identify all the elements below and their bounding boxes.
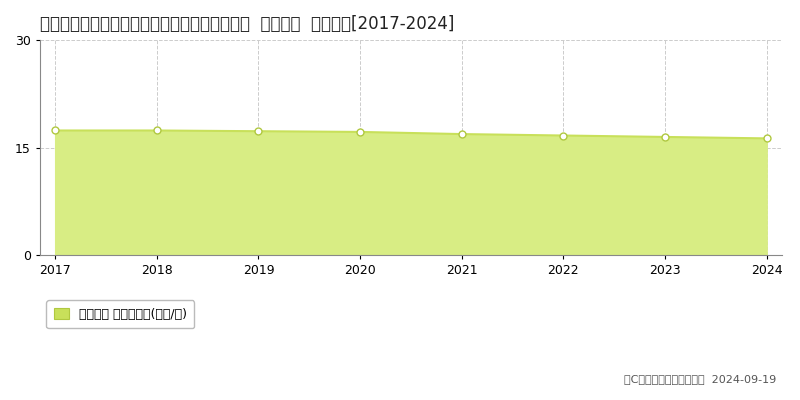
Point (557, 132, 570, 139)
Point (658, 134, 671, 140)
Point (455, 131, 468, 137)
Point (252, 128, 265, 134)
Text: 静岡県静岡市清水区草ヶ谷字足高２９９番７外  基準地価  地価推移[2017-2024]: 静岡県静岡市清水区草ヶ谷字足高２９９番７外 基準地価 地価推移[2017-202… (40, 15, 454, 33)
Point (760, 135, 773, 142)
Point (150, 127, 163, 134)
Legend: 基準地価 平均嵪単価(万円/嵪): 基準地価 平均嵪単価(万円/嵪) (46, 300, 194, 328)
Point (49, 127, 62, 134)
Text: （C）土地価格ドットコム  2024-09-19: （C）土地価格ドットコム 2024-09-19 (624, 374, 776, 384)
Point (354, 129, 366, 135)
